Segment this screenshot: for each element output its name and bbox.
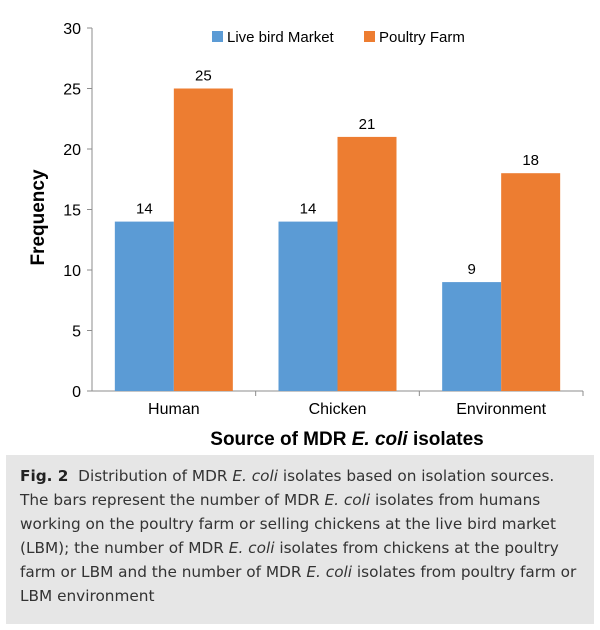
- legend-swatch: [212, 31, 223, 42]
- caption-text: Distribution of MDR E. coli isolates bas…: [20, 467, 576, 605]
- x-tick-label: Environment: [456, 401, 546, 418]
- x-tick-label: Chicken: [309, 401, 367, 418]
- data-label: 9: [467, 261, 475, 278]
- x-axis-title-part: E. coli: [352, 429, 409, 450]
- y-tick-label: 0: [72, 384, 81, 401]
- legend-label: Live bird Market: [227, 29, 335, 46]
- x-tick-label: Human: [148, 401, 200, 418]
- bar: [337, 136, 397, 391]
- caption-run: isolates based on isolation sources. The…: [20, 467, 555, 509]
- y-tick-label: 5: [72, 324, 81, 341]
- y-tick-label: 15: [63, 203, 81, 220]
- legend-swatch: [364, 31, 375, 42]
- caption-italic-run: E. coli: [232, 467, 279, 485]
- bar: [501, 173, 561, 391]
- x-axis-title-part: Source of MDR: [210, 429, 351, 450]
- x-axis-title-part: isolates: [408, 429, 484, 450]
- caption-label: Fig. 2: [20, 467, 69, 485]
- y-tick-label: 10: [63, 263, 81, 280]
- data-label: 14: [136, 201, 153, 218]
- bar: [278, 221, 338, 391]
- y-tick-label: 20: [63, 142, 81, 159]
- caption-italic-run: E. coli: [228, 539, 275, 557]
- data-label: 14: [300, 201, 317, 218]
- bar: [114, 221, 174, 391]
- caption-italic-run: E. coli: [306, 563, 353, 581]
- y-tick-label: 25: [63, 82, 81, 99]
- bar: [173, 88, 233, 391]
- legend-label: Poultry Farm: [379, 29, 465, 46]
- y-tick-label: 30: [63, 21, 81, 38]
- data-label: 21: [359, 116, 376, 133]
- bar: [442, 282, 502, 391]
- caption-run: isolates from chickens at the poultry fa…: [20, 539, 559, 581]
- caption-run: isolates from poultry farm or LBM enviro…: [20, 563, 577, 605]
- data-label: 25: [195, 68, 212, 85]
- caption-run: isolates from humans working on the poul…: [20, 491, 556, 557]
- data-label: 18: [522, 152, 539, 169]
- bar-chart: 0 5 10 15 20 25 30 Human 14 25 Chicken 14 21 Environm…: [28, 21, 584, 450]
- figure-caption: Fig. 2 Distribution of MDR E. coli isola…: [6, 455, 594, 624]
- caption-italic-run: E. coli: [324, 491, 371, 509]
- caption-run: Distribution of MDR: [78, 467, 233, 485]
- x-axis-title: Source of MDR E. coli isolates: [210, 429, 483, 450]
- y-axis-title: Frequency: [28, 169, 49, 266]
